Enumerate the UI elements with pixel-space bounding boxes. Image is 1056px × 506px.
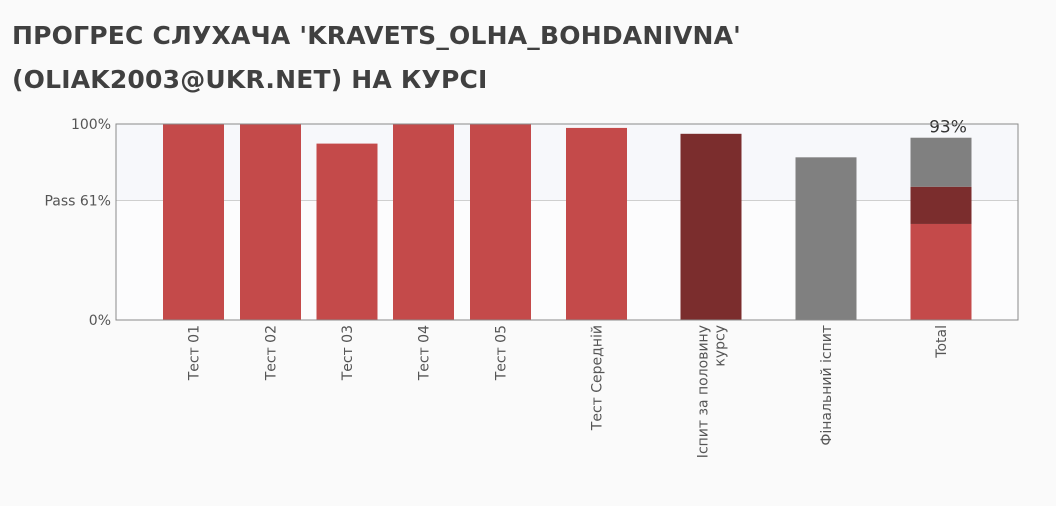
bar-1 xyxy=(163,124,224,320)
y-tick-label-2: Pass 61% xyxy=(44,193,111,209)
bar-6 xyxy=(566,127,627,320)
bar-7 xyxy=(680,133,742,320)
total-segment-test xyxy=(910,223,972,320)
x-tick-label-1: Тест 01 xyxy=(187,325,203,381)
page-title: ПРОГРЕС СЛУХАЧА 'KRAVETS_OLHA_BOHDANIVNA… xyxy=(12,21,742,94)
total-value-label: 93% xyxy=(929,118,967,138)
x-tick-label-9: Total xyxy=(934,325,950,359)
total-segment-final xyxy=(910,137,972,187)
x-tick-label-6: Тест Середній xyxy=(590,325,606,431)
plot-border xyxy=(115,123,1019,321)
total-segment-midterm xyxy=(910,186,972,224)
x-tick-label-7: Іспит за половинукурсу xyxy=(696,325,729,458)
bar-4 xyxy=(393,124,454,320)
bar-2 xyxy=(240,124,301,320)
x-tick-label-8: Фінальний іспит xyxy=(819,325,835,446)
y-tick-label-1: 100% xyxy=(71,117,111,133)
x-tick-label-3: Тест 03 xyxy=(340,325,356,381)
bar-5 xyxy=(470,124,531,320)
y-tick-label-3: 0% xyxy=(89,313,111,329)
x-tick-label-4: Тест 04 xyxy=(417,325,433,381)
bar-3 xyxy=(316,143,378,320)
x-tick-label-2: Тест 02 xyxy=(264,325,280,381)
bar-8 xyxy=(795,157,857,320)
x-tick-label-5: Тест 05 xyxy=(494,325,510,381)
